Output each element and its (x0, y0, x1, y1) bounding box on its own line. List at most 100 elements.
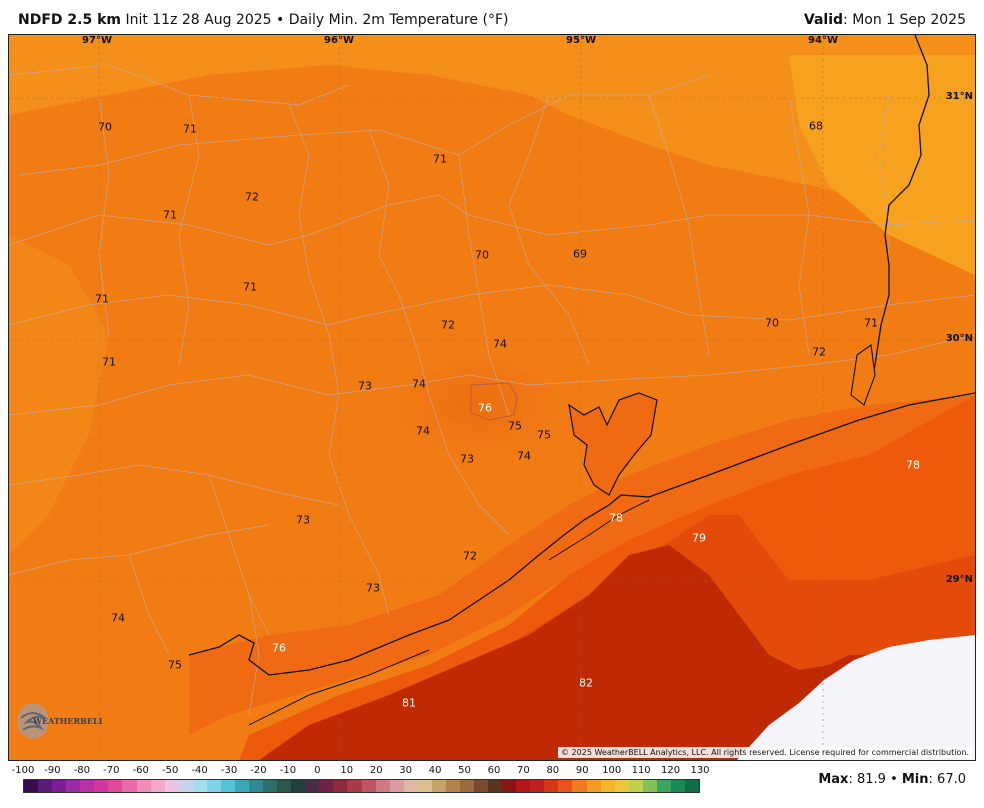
temp-value: 82 (579, 676, 593, 690)
urban-warm-area (389, 350, 569, 460)
temp-value: 81 (402, 696, 416, 710)
title-bullet: • (276, 12, 285, 28)
temp-value: 70 (475, 248, 489, 262)
temp-value: 76 (478, 401, 492, 415)
colorbar-tick-label: -10 (279, 765, 297, 776)
lon-label: 95°W (566, 35, 596, 46)
temp-value: 68 (809, 119, 823, 133)
temp-value: 71 (183, 122, 197, 136)
galveston-bay (568, 392, 658, 496)
colorbar-swatch (220, 780, 235, 792)
temp-value: 71 (864, 316, 878, 330)
colorbar-tick-label: -40 (191, 765, 208, 776)
colorbar-swatch (403, 780, 418, 792)
valid-label: Valid (803, 12, 844, 28)
colorbar-swatch (558, 780, 573, 792)
colorbar-swatch (502, 780, 517, 792)
colorbar-swatch (361, 780, 376, 792)
temp-value: 69 (573, 247, 587, 261)
max-label: Max (818, 772, 849, 787)
colorbar-swatch (319, 780, 334, 792)
colorbar-swatch (628, 780, 643, 792)
state-boundary (868, 35, 930, 391)
colorbar-swatch (614, 780, 629, 792)
colorbar-tick-label: 100 (602, 765, 622, 776)
colorbar-labels: -100 -90 -80 -70 -60 -50 -40 -30 -20 -10 0 10 20 30 40… (8, 765, 710, 779)
temp-value: 71 (163, 208, 177, 222)
colorbar-tick-label: 80 (546, 765, 560, 776)
temp-value: 72 (245, 190, 259, 204)
colorbar-swatch (263, 780, 278, 792)
colorbar-tick-label: 10 (340, 765, 354, 776)
product-name: NDFD 2.5 km (18, 12, 121, 28)
city-outline (470, 382, 518, 421)
lon-label: 97°W (82, 35, 112, 46)
colorbar-swatch (24, 780, 39, 792)
colorbar-swatch (122, 780, 137, 792)
valid-value: : Mon 1 Sep 2025 (843, 12, 966, 28)
colorbar-tick-label: -30 (220, 765, 238, 776)
lat-label: 29°N (945, 574, 973, 585)
colorbar-tick-label: 130 (690, 765, 710, 776)
county-lines (9, 64, 975, 716)
map: 97°W 96°W 95°W 94°W 31°N 30°N 29°N 70 71… (8, 34, 976, 761)
copyright-notice: © 2025 WeatherBELL Analytics, LLC. All r… (558, 747, 972, 758)
graticule (9, 35, 975, 760)
max-value: : 81.9 (848, 772, 886, 787)
colorbar-swatch (347, 780, 362, 792)
min-label: Min (901, 772, 929, 787)
lon-label: 96°W (324, 35, 354, 46)
temp-value: 73 (296, 513, 310, 527)
temp-value: 74 (111, 611, 125, 625)
colorbar-tick-label: 50 (458, 765, 471, 776)
init-time: Init 11z 28 Aug 2025 (125, 12, 272, 28)
colorbar-swatch (586, 780, 601, 792)
temp-value: 73 (366, 581, 380, 595)
stats-bullet: • (890, 772, 898, 787)
map-canvas (9, 35, 975, 760)
colorbar-swatch (670, 780, 685, 792)
colorbar-tick-label: 70 (517, 765, 530, 776)
cool-sw-area (9, 235, 109, 555)
colorbar-swatch (38, 780, 53, 792)
colorbar-tick-label: 60 (487, 765, 501, 776)
colorbar-swatch (431, 780, 446, 792)
temp-value: 70 (98, 120, 112, 134)
temp-value: 71 (433, 152, 447, 166)
colorbar: -100 -90 -80 -70 -60 -50 -40 -30 -20 -10 0 10 20 30 40… (8, 763, 710, 803)
temp-value: 71 (243, 280, 257, 294)
temp-value: 72 (441, 318, 455, 332)
temp-value: 79 (692, 531, 706, 545)
colorbar-tick-label: 30 (399, 765, 413, 776)
colorbar-swatch (136, 780, 151, 792)
cool-east-area (789, 55, 975, 275)
temp-value: 72 (463, 549, 477, 563)
field-name: Daily Min. 2m Temperature (°F) (288, 12, 509, 28)
temp-value: 70 (765, 316, 779, 330)
colorbar-swatch (178, 780, 193, 792)
weatherbell-logo: WEATHERBELL (13, 700, 105, 742)
colorbar-tick-label: -80 (73, 765, 91, 776)
colorbar-swatch (417, 780, 432, 792)
colorbar-swatch (206, 780, 221, 792)
temp-value: 71 (95, 292, 109, 306)
temp-value: 75 (537, 428, 551, 442)
colorbar-tick-label: -100 (11, 765, 35, 776)
colorbar-tick-label: -70 (103, 765, 120, 776)
colorbar-swatch (94, 780, 109, 792)
colorbar-tick-label: -50 (162, 765, 179, 776)
max-min-stats: Max: 81.9 • Min: 67.0 (818, 772, 966, 787)
colorbar-tick-label: -20 (250, 765, 267, 776)
colorbar-swatch (192, 780, 207, 792)
colorbar-swatch (684, 780, 699, 792)
colorbar-swatch (305, 780, 320, 792)
temp-value: 73 (358, 379, 372, 393)
colorbar-swatch (544, 780, 559, 792)
colorbar-swatch (572, 780, 587, 792)
colorbar-tick-label: 20 (369, 765, 383, 776)
svg-text:WEATHERBELL: WEATHERBELL (32, 716, 103, 726)
temp-value: 74 (412, 377, 426, 391)
colorbar-swatch (445, 780, 460, 792)
colorbar-swatch (333, 780, 348, 792)
colorbar-swatch (516, 780, 531, 792)
